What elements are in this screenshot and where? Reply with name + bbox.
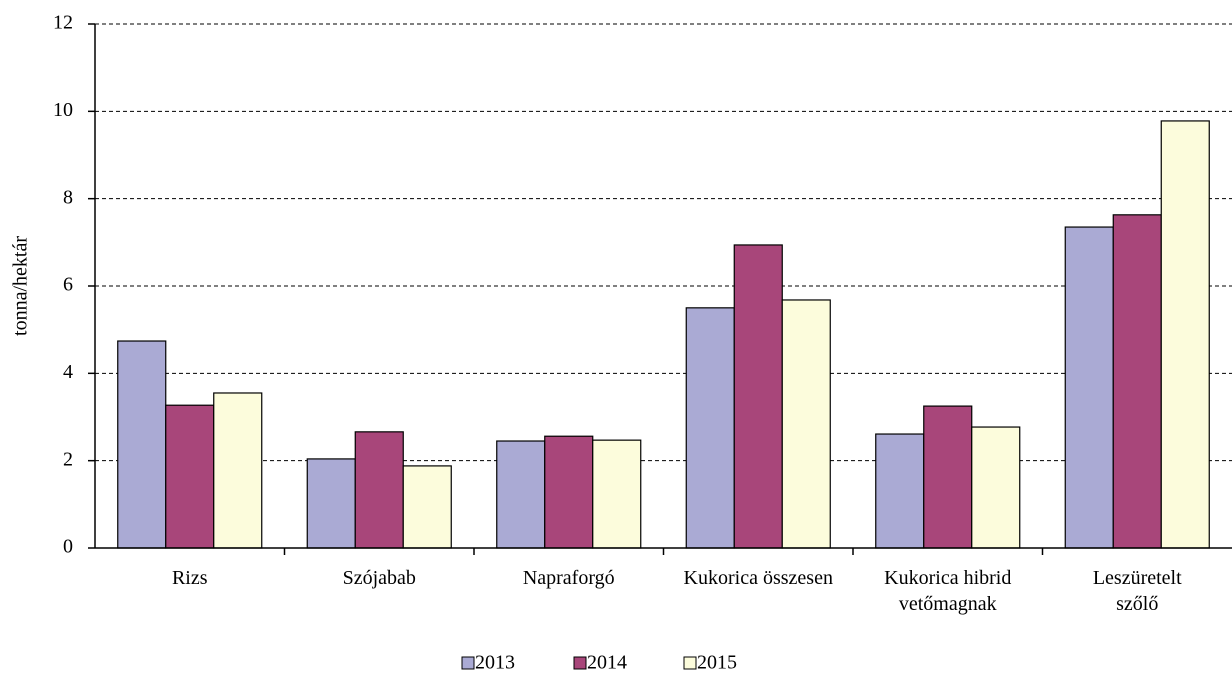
bar [402, 465, 452, 549]
bar [306, 458, 356, 549]
y-tick-label: 8 [63, 186, 73, 208]
bar [496, 440, 546, 549]
bar [685, 307, 735, 549]
bar [544, 435, 594, 549]
x-tick-label: Szójabab [342, 567, 416, 589]
y-tick-label: 0 [63, 536, 73, 558]
bar [971, 426, 1021, 549]
x-tick-label: Rizs [171, 567, 208, 589]
y-axis-label: tonna/hektár [10, 236, 32, 336]
bar [213, 392, 263, 549]
bar [1064, 226, 1114, 549]
legend-label: 2013 [475, 652, 515, 674]
x-tick-label: Kukorica összesen [683, 567, 833, 589]
y-tick-label: 6 [63, 274, 73, 296]
legend-label: 2014 [587, 652, 627, 674]
legend-swatch [461, 656, 475, 670]
bar [592, 439, 642, 549]
x-tick-label: Napraforgó [522, 567, 615, 589]
bar [117, 340, 167, 549]
bar [781, 299, 831, 549]
bar [165, 404, 215, 549]
x-tick-label: Kukorica hibrid vetőmagnak [884, 567, 1012, 615]
y-tick-label: 10 [53, 99, 73, 121]
bar [1160, 120, 1210, 549]
legend-swatch [683, 656, 697, 670]
bar [733, 244, 783, 549]
legend-swatch [573, 656, 587, 670]
bar [875, 433, 925, 549]
x-tick-label: Leszüretelt szőlő [1092, 567, 1182, 615]
bar [354, 431, 404, 549]
bar [1112, 214, 1162, 549]
legend-label: 2015 [697, 652, 737, 674]
y-tick-label: 12 [53, 12, 73, 34]
bar [923, 405, 973, 549]
y-tick-label: 4 [63, 361, 73, 383]
y-tick-label: 2 [63, 448, 73, 470]
